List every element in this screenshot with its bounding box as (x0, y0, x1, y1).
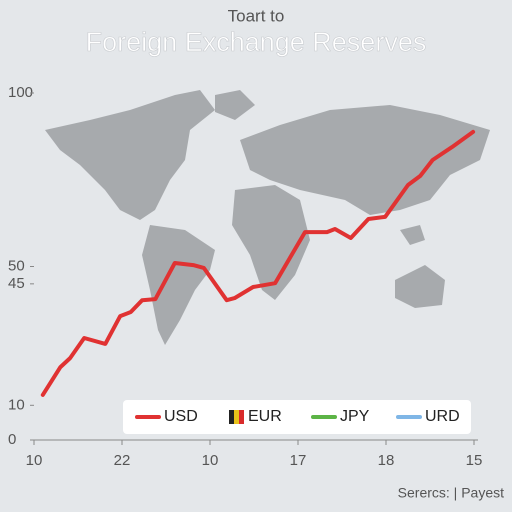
legend-label: EUR (248, 408, 282, 425)
y-tick-label: 10 (8, 396, 25, 413)
legend-label: USD (164, 408, 198, 425)
y-tick-label: 0 (8, 431, 16, 448)
y-tick-label: 100 (8, 84, 33, 101)
x-tick-label: 15 (466, 452, 483, 469)
legend (123, 400, 471, 434)
legend-swatch (229, 410, 234, 424)
legend-label: JPY (340, 408, 370, 425)
x-tick-label: 10 (202, 452, 219, 469)
legend-swatch (239, 410, 244, 424)
series-line (40, 129, 476, 397)
world-map (45, 90, 490, 345)
chart-title: Foreign Exchange Reserves (86, 27, 427, 57)
source: Serercs: | Payest (398, 485, 504, 501)
x-tick-label: 10 (26, 452, 43, 469)
y-tick-label: 50 (8, 257, 25, 274)
supertitle: Toart to (228, 6, 285, 25)
x-tick-label: 17 (290, 452, 307, 469)
legend-swatch (234, 410, 239, 424)
x-tick-label: 22 (114, 452, 131, 469)
x-tick-label: 18 (378, 452, 395, 469)
legend-label: URD (425, 408, 460, 425)
y-tick-label: 45 (8, 275, 25, 292)
